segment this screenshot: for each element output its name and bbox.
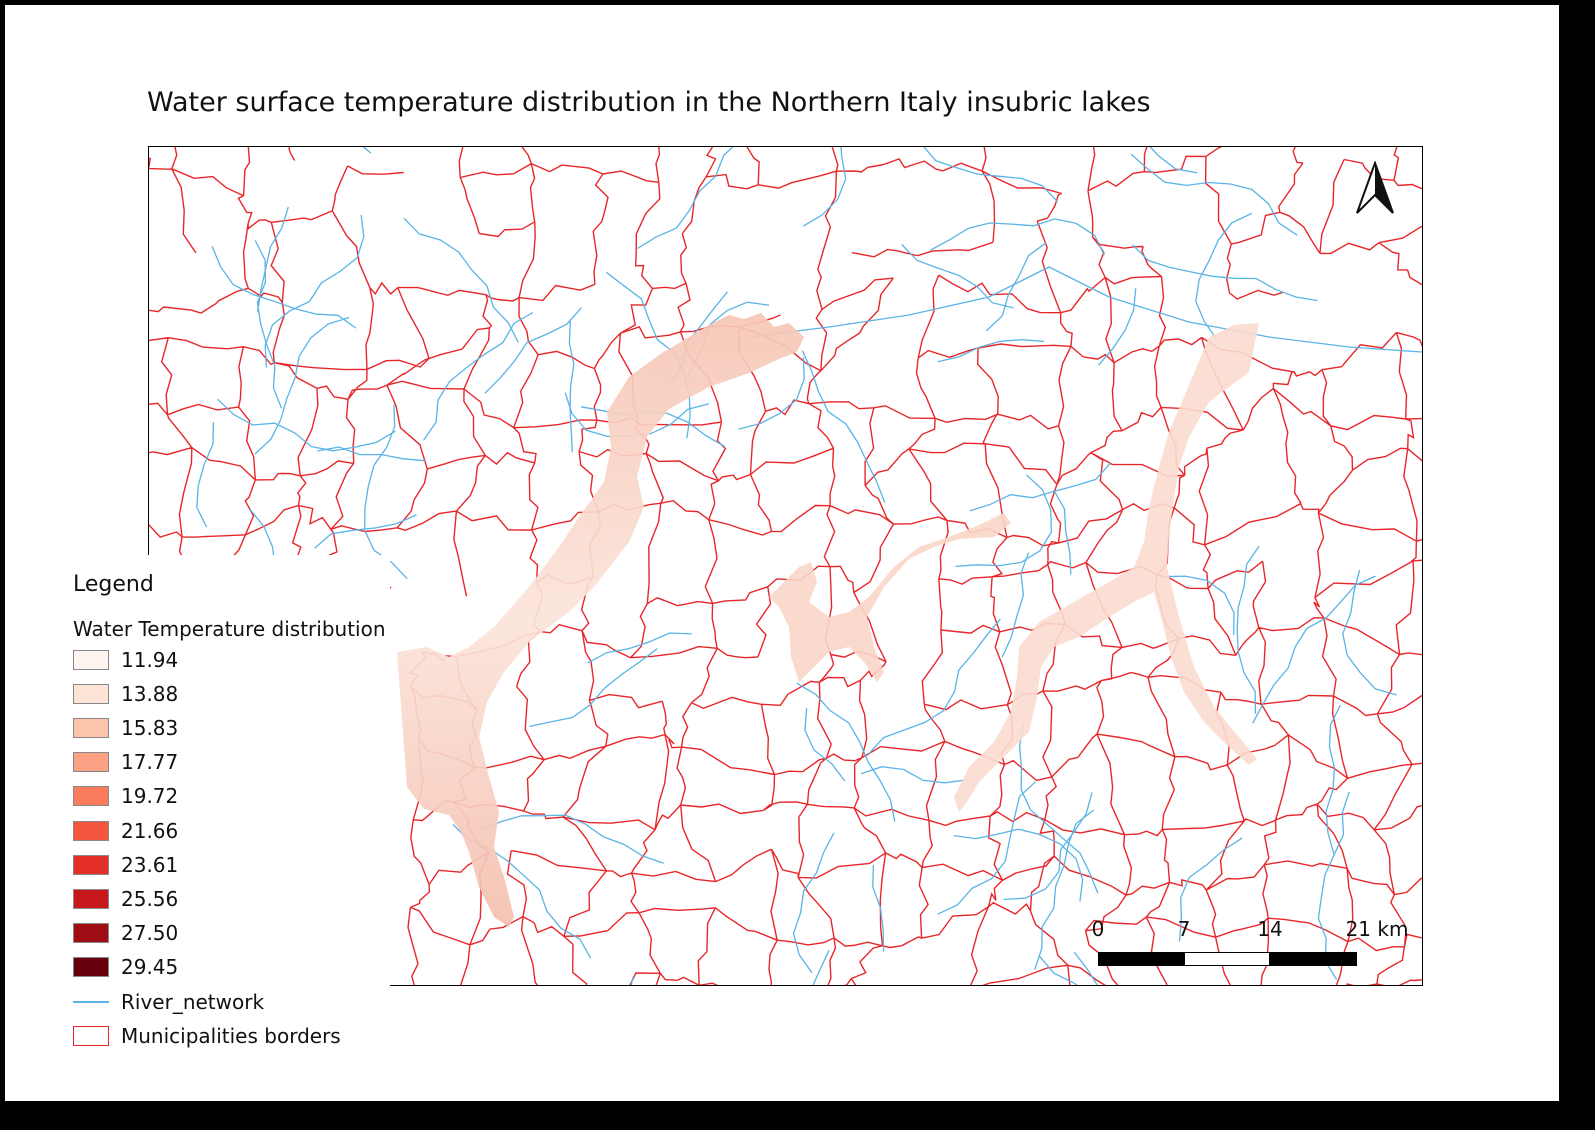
legend-class-label: 11.94: [121, 648, 179, 672]
lake-lugano: [769, 513, 1011, 682]
legend-class-label: 25.56: [121, 887, 179, 911]
legend-class-label: 15.83: [121, 716, 179, 740]
legend-panel: Legend Water Temperature distribution 11…: [5, 555, 390, 1101]
river-line-swatch: [73, 1001, 109, 1003]
legend-class-row: 27.50: [73, 921, 178, 945]
scale-label-0: 0: [1091, 917, 1105, 941]
legend-class-label: 23.61: [121, 853, 179, 877]
legend-swatch: [73, 650, 109, 670]
legend-border-label: Municipalities borders: [121, 1024, 341, 1048]
map-title: Water surface temperature distribution i…: [147, 87, 1151, 118]
legend-swatch: [73, 855, 109, 875]
legend-class-row: 19.72: [73, 784, 178, 808]
legend-class-row: 17.77: [73, 750, 178, 774]
legend-swatch: [73, 786, 109, 806]
north-arrow-icon: [1356, 161, 1394, 214]
border-polygon-swatch: [73, 1026, 109, 1046]
legend-class-row: 25.56: [73, 887, 178, 911]
scale-label-14: 14: [1257, 917, 1283, 941]
legend-swatch: [73, 957, 109, 977]
legend-swatch: [73, 821, 109, 841]
scale-segment-2: [1184, 952, 1270, 966]
legend-class-row: 21.66: [73, 819, 178, 843]
scale-bar: 0 7 14 21 km: [1091, 917, 1408, 977]
legend-class-label: 13.88: [121, 682, 179, 706]
scale-segment-3: [1270, 952, 1357, 966]
legend-river-label: River_network: [121, 990, 265, 1014]
scale-label-7: 7: [1177, 917, 1191, 941]
map-layout-page: Water surface temperature distribution i…: [5, 5, 1559, 1101]
map-svg: [149, 147, 1422, 985]
legend-river-row: River_network: [73, 990, 264, 1014]
lake-como: [954, 323, 1259, 812]
legend-class-label: 17.77: [121, 750, 179, 774]
lakes-temperature-layer: [397, 313, 1259, 927]
legend-class-label: 27.50: [121, 921, 179, 945]
legend-class-row: 13.88: [73, 682, 178, 706]
legend-class-row: 29.45: [73, 955, 178, 979]
legend-border-row: Municipalities borders: [73, 1024, 341, 1048]
legend-heading: Legend: [73, 572, 154, 597]
legend-class-row: 15.83: [73, 716, 178, 740]
legend-class-label: 21.66: [121, 819, 179, 843]
legend-raster-title: Water Temperature distribution: [73, 617, 386, 641]
legend-swatch: [73, 752, 109, 772]
legend-class-label: 19.72: [121, 784, 179, 808]
legend-swatch: [73, 718, 109, 738]
legend-class-row: 23.61: [73, 853, 178, 877]
legend-swatch: [73, 684, 109, 704]
scale-segment-1: [1098, 952, 1184, 966]
legend-swatch: [73, 889, 109, 909]
legend-class-label: 29.45: [121, 955, 179, 979]
legend-class-row: 11.94: [73, 648, 178, 672]
legend-swatch: [73, 923, 109, 943]
scale-label-21: 21 km: [1345, 917, 1409, 941]
